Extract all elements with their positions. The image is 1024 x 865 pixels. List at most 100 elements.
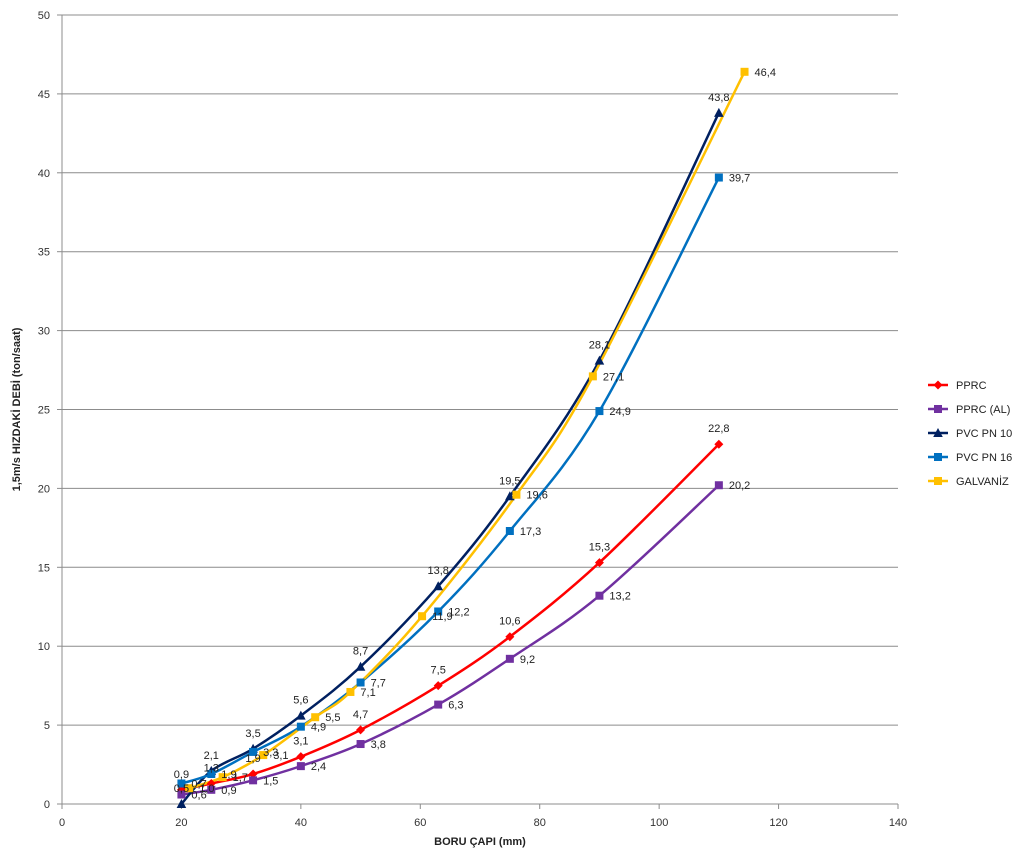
series-1-point — [505, 654, 514, 663]
y-axis-title: 1,5m/s HIZDAKİ DEBİ (ton/saat) — [10, 327, 23, 491]
x-tick-label: 20 — [175, 817, 187, 829]
series-2-point — [433, 581, 443, 591]
data-label: 3,8 — [371, 739, 386, 751]
series-4-point — [311, 713, 320, 722]
data-label: 4,9 — [311, 722, 326, 734]
data-label: 1,7 — [233, 772, 248, 784]
series-3-point — [207, 770, 216, 779]
axes: 0 5 10 15 20 25 30 35 40 45 50 0 20 40 60 80 100 120 140 — [38, 10, 907, 829]
data-label: 1,9 — [245, 753, 260, 765]
data-label: 20,2 — [729, 480, 750, 492]
series-3-point — [714, 173, 723, 182]
data-label: 39,7 — [729, 173, 750, 185]
data-label: 10,6 — [499, 616, 520, 628]
legend-swatch-marker — [933, 428, 943, 437]
data-label: 7,1 — [360, 687, 375, 699]
y-tick-label: 35 — [38, 247, 50, 259]
data-label: 9,2 — [520, 654, 535, 666]
data-label: 28,1 — [589, 340, 610, 352]
series-4-point — [418, 612, 427, 621]
data-label: 11,9 — [432, 611, 453, 623]
series-4-point — [346, 687, 355, 696]
data-label: 27,1 — [603, 371, 624, 383]
series-4-point — [218, 773, 227, 782]
data-label: 1,0 — [199, 783, 214, 795]
series-4-point — [740, 67, 749, 76]
y-tick-label: 10 — [38, 641, 50, 653]
y-tick-label: 40 — [38, 168, 50, 180]
series-line-3 — [181, 176, 720, 785]
series-0-point — [594, 558, 604, 568]
series-1-point — [714, 481, 723, 490]
series-4-point — [512, 490, 521, 499]
data-label: 22,8 — [708, 423, 729, 435]
legend-swatch-marker — [934, 477, 942, 485]
series-3-point — [505, 527, 514, 536]
legend-swatch-marker — [934, 453, 942, 461]
x-tick-label: 140 — [889, 817, 907, 829]
legend-entry-label: PPRC (AL) — [956, 404, 1010, 416]
series-2-point — [714, 107, 724, 117]
y-tick-label: 0 — [44, 799, 50, 811]
data-label: 15,3 — [589, 542, 610, 554]
x-tick-label: 100 — [650, 817, 668, 829]
series-0-point — [714, 439, 724, 449]
series-4-point — [259, 751, 268, 760]
x-tick-label: 60 — [414, 817, 426, 829]
series-1-point — [177, 790, 186, 799]
data-label: 12,2 — [448, 606, 469, 618]
data-label: 0,7 — [191, 778, 206, 790]
data-label: 8,7 — [353, 646, 368, 658]
data-label: 3,3 — [263, 747, 278, 759]
data-label: 5,5 — [325, 712, 340, 724]
legend-entry-label: PVC PN 16 — [956, 452, 1012, 464]
data-label: 0,9 — [221, 785, 236, 797]
data-label: 19,5 — [499, 475, 520, 487]
series-1-point — [356, 740, 365, 749]
legend-swatch-marker — [934, 405, 942, 413]
legend-swatch-marker — [933, 380, 943, 390]
series-0-point — [356, 725, 366, 735]
y-tick-label: 5 — [44, 720, 50, 732]
series-3-point — [595, 407, 604, 416]
legend-entry-label: GALVANİZ — [956, 475, 1009, 488]
x-tick-label: 80 — [534, 817, 546, 829]
data-label: 1,5 — [263, 775, 278, 787]
data-label: 24,9 — [609, 406, 630, 418]
data-label: 3,1 — [293, 736, 308, 748]
data-label: 0,6 — [191, 790, 206, 802]
data-label: 19,6 — [526, 490, 547, 502]
data-label: 46,4 — [755, 67, 776, 79]
y-tick-label: 30 — [38, 326, 50, 338]
series-0-point — [206, 778, 216, 788]
series-line-2 — [180, 112, 720, 805]
data-label: 1,3 — [204, 762, 219, 774]
data-label: 5,6 — [293, 695, 308, 707]
series-1-point — [595, 591, 604, 600]
y-tick-label: 25 — [38, 405, 50, 417]
data-label: 13,2 — [609, 591, 630, 603]
data-label: 2,4 — [311, 761, 326, 773]
series-0-point — [433, 681, 443, 691]
series-1-point — [296, 762, 305, 771]
x-tick-label: 120 — [769, 817, 787, 829]
series-1-point — [249, 776, 258, 785]
data-label: 4,7 — [353, 709, 368, 721]
y-tick-label: 15 — [38, 562, 50, 574]
series-1-point — [207, 785, 216, 794]
data-label: 7,5 — [431, 665, 446, 677]
data-label: 3,5 — [245, 728, 260, 740]
legend-entry-label: PVC PN 10 — [956, 428, 1012, 440]
series-2-point — [176, 799, 187, 808]
data-label: 0,5 — [174, 783, 189, 795]
series-3-point — [296, 722, 305, 731]
series-line-4 — [188, 71, 746, 790]
y-tick-label: 50 — [38, 10, 50, 22]
series-3-point — [356, 678, 365, 687]
series-0-point — [296, 752, 306, 762]
series-0-point — [505, 632, 515, 642]
data-label: 6,3 — [448, 700, 463, 712]
